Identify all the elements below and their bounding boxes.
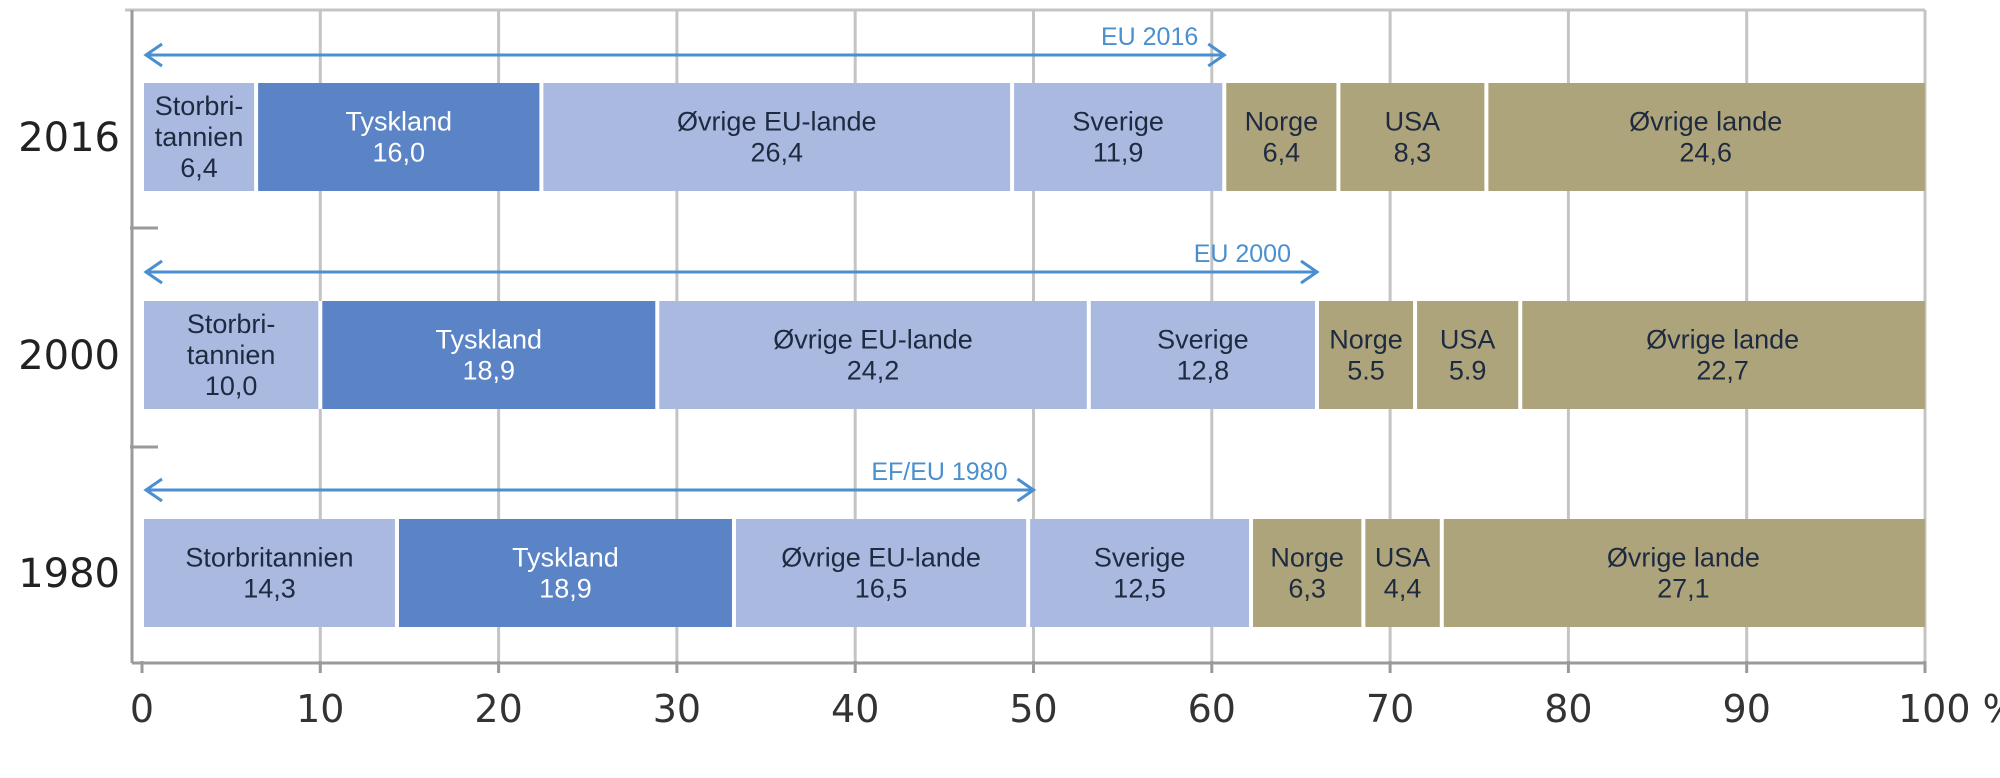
bar-segment [1251, 519, 1364, 627]
segment-name-label: Storbri- [187, 309, 276, 339]
segment-value-label: 6,4 [180, 153, 218, 183]
bar-segment [142, 301, 321, 409]
y-category-label: 2000 [18, 333, 120, 379]
eu-arrows: EU 2016 EU 2000 EF/EU 1980 [143, 23, 1320, 503]
bar-segment [1088, 301, 1317, 409]
segment-value-label: 5.5 [1347, 356, 1385, 386]
x-tick-label: 20 [474, 687, 522, 731]
x-tick-label: 80 [1544, 687, 1592, 731]
bar-segment [657, 301, 1089, 409]
segment-value-label: 11,9 [1093, 138, 1144, 168]
segment-name-label: Storbritannien [185, 543, 353, 573]
segment-name-label: Norge [1245, 107, 1319, 137]
segment-value-label: 27,1 [1657, 574, 1710, 604]
segment-value-label: 5.9 [1449, 356, 1487, 386]
segment-name-label: Tyskland [512, 543, 619, 573]
segment-value-label: 8,3 [1394, 138, 1432, 168]
segment-name-label: Norge [1329, 325, 1403, 355]
segment-name-label: Øvrige lande [1629, 107, 1782, 137]
segment-name-label: tannien [155, 122, 244, 152]
segment-value-label: 18,9 [539, 574, 592, 604]
bar-segment [541, 83, 1013, 191]
segment-name-label: Tyskland [436, 325, 543, 355]
segment-name-label: tannien [187, 340, 276, 370]
arrow-label: EU 2000 [1194, 240, 1291, 268]
bar-segment [1486, 83, 1925, 191]
arrow-head-right [1207, 42, 1227, 68]
x-tick-label: 90 [1723, 687, 1771, 731]
segment-value-label: 22,7 [1696, 356, 1749, 386]
segment-value-label: 24,2 [847, 356, 900, 386]
segment-value-label: 10,0 [205, 371, 258, 401]
bar-segment [142, 83, 257, 191]
x-tick-label: 70 [1366, 687, 1414, 731]
arrow-head-left [143, 477, 163, 503]
segment-name-label: Øvrige lande [1646, 325, 1799, 355]
x-tick-label: 60 [1188, 687, 1236, 731]
axes [130, 10, 1927, 673]
segment-name-label: USA [1375, 543, 1431, 573]
segment-value-label: 16,5 [855, 574, 908, 604]
segment-name-label: Sverige [1072, 107, 1164, 137]
bar-segment [733, 519, 1029, 627]
segment-value-label: 14,3 [243, 574, 296, 604]
segment-name-label: Øvrige EU-lande [677, 107, 877, 137]
bar-segment [1028, 519, 1252, 627]
segment-value-label: 24,6 [1679, 138, 1732, 168]
x-tick-label: 50 [1009, 687, 1057, 731]
bar-segment [1012, 83, 1225, 191]
axis-labels: 0 10 20 30 40 50 60 70 80 90 100 % 2016 2000 1980 [18, 115, 2000, 731]
segment-value-label: 4,4 [1384, 574, 1422, 604]
x-tick-label: 30 [653, 687, 701, 731]
arrow-head-left [143, 259, 163, 285]
bar-segment [1520, 301, 1925, 409]
segment-name-label: Øvrige lande [1607, 543, 1760, 573]
x-tick-label: 0 [130, 687, 154, 731]
bar-segment [142, 519, 397, 627]
segment-name-label: Øvrige EU-lande [773, 325, 973, 355]
x-tick-label: 40 [831, 687, 879, 731]
segment-name-label: Sverige [1157, 325, 1249, 355]
segment-name-label: Norge [1270, 543, 1344, 573]
arrow-label: EU 2016 [1101, 23, 1198, 51]
bar-segment [1441, 519, 1925, 627]
arrow-head-right [1016, 477, 1037, 503]
x-tick-label: 100 % [1898, 687, 2000, 731]
segment-value-label: 26,4 [750, 138, 803, 168]
segment-name-label: Tyskland [345, 107, 452, 137]
segment-value-label: 6,4 [1263, 138, 1301, 168]
segment-name-label: USA [1440, 325, 1496, 355]
bar-segment [1363, 519, 1442, 627]
segment-value-label: 12,8 [1177, 356, 1230, 386]
bar-segment [1316, 301, 1416, 409]
x-tick-label: 10 [296, 687, 344, 731]
segment-value-label: 6,3 [1288, 574, 1326, 604]
arrow-label: EF/EU 1980 [871, 458, 1007, 486]
y-category-label: 1980 [18, 551, 120, 597]
bar-segment [1338, 83, 1487, 191]
bar-segment [396, 519, 734, 627]
bar-segment [256, 83, 542, 191]
segment-name-label: USA [1385, 107, 1441, 137]
arrow-head-right [1300, 259, 1320, 285]
segment-value-label: 16,0 [372, 138, 425, 168]
arrow-head-left [143, 42, 163, 68]
bar-segment [320, 301, 658, 409]
segment-name-label: Sverige [1094, 543, 1186, 573]
segment-name-label: Storbri- [155, 91, 244, 121]
segment-name-label: Øvrige EU-lande [781, 543, 981, 573]
segment-value-label: 18,9 [463, 356, 516, 386]
y-category-label: 2016 [18, 115, 120, 161]
segment-value-label: 12,5 [1113, 574, 1166, 604]
bar-segment [1224, 83, 1339, 191]
bar-segment [1415, 301, 1521, 409]
